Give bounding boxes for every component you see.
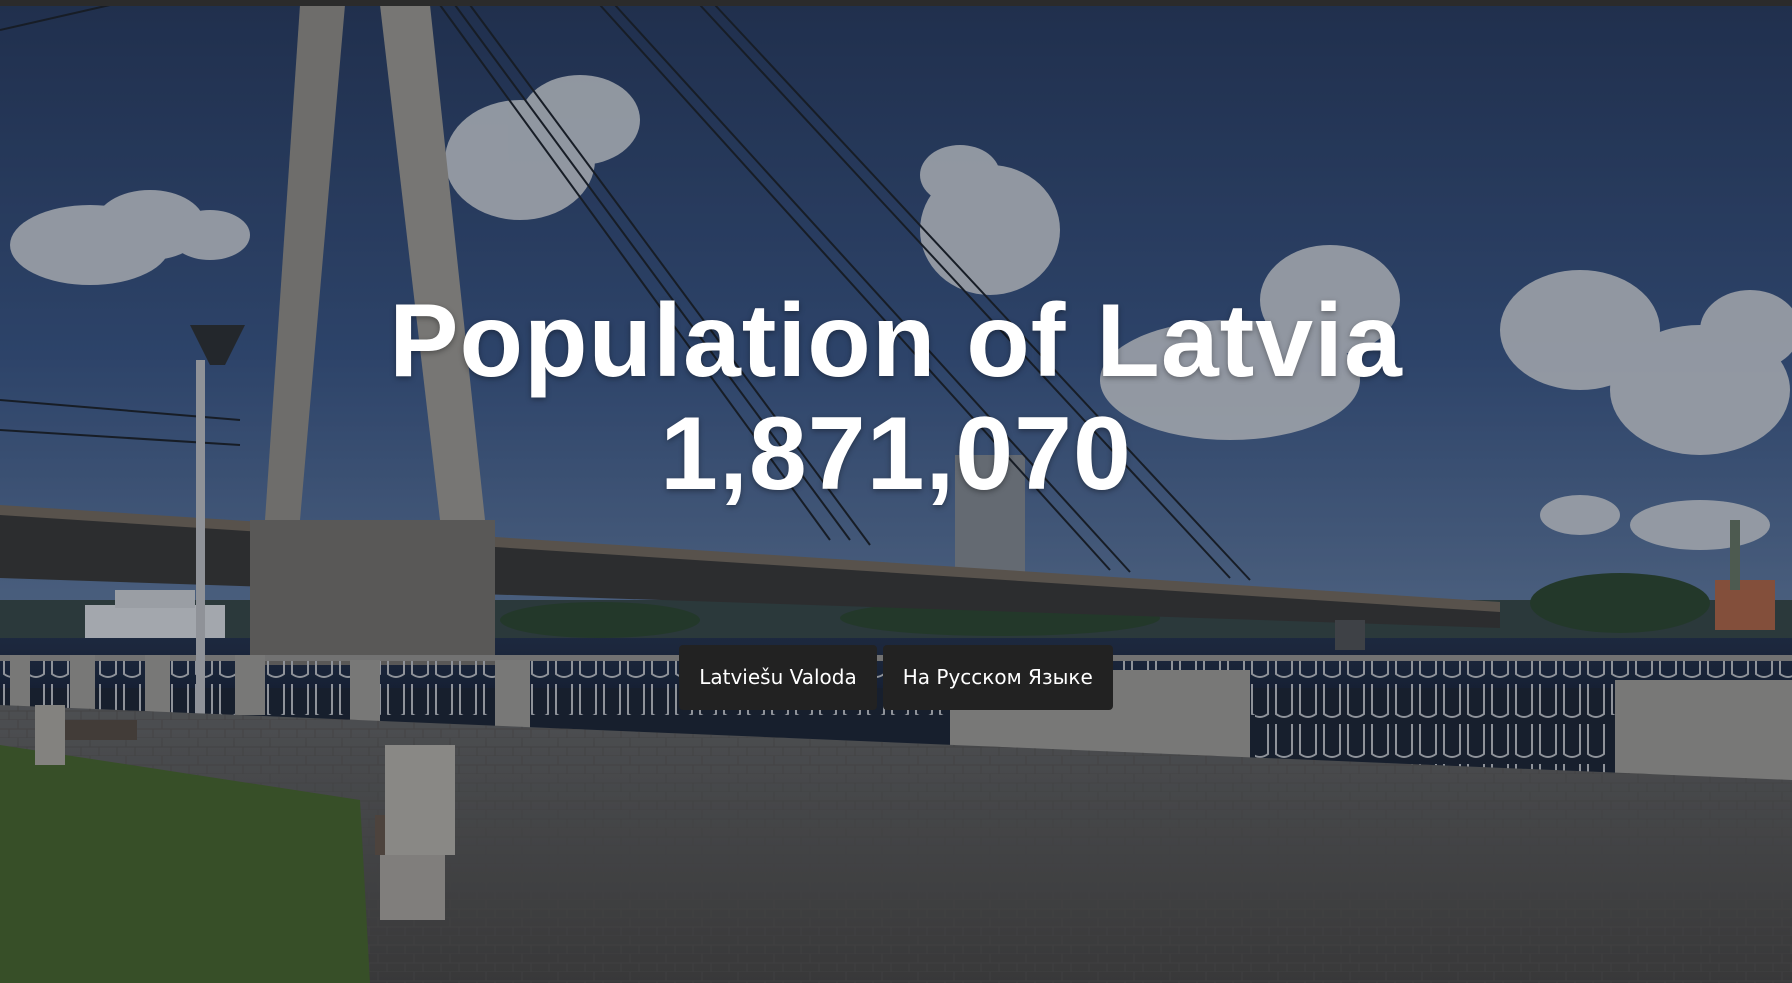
page-title: Population of Latvia — [389, 283, 1403, 399]
latvian-language-button[interactable]: Latviešu Valoda — [679, 645, 877, 710]
hero: Population of Latvia 1,871,070 — [0, 286, 1792, 512]
population-counter: 1,871,070 — [660, 396, 1132, 512]
browser-top-strip — [0, 0, 1792, 6]
russian-language-button[interactable]: На Русском Языке — [882, 645, 1113, 710]
language-switcher: Latviešu Valoda На Русском Языке — [0, 645, 1792, 710]
